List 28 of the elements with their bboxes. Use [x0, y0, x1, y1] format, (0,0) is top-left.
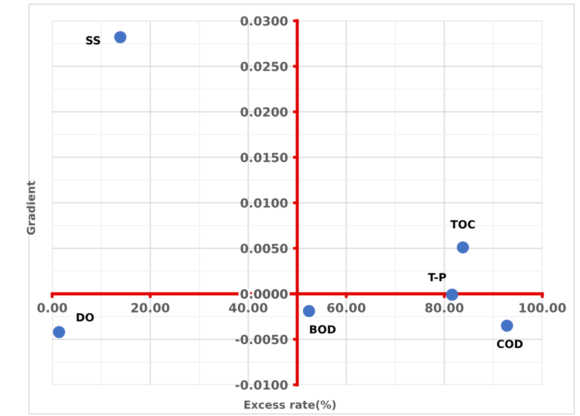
annotation: COD	[496, 340, 523, 348]
point	[456, 241, 469, 254]
point	[52, 326, 66, 338]
x-tick-label: 0.00	[37, 303, 68, 313]
y-tick-label: 0.0100	[240, 198, 288, 208]
x-tick-label: 20.00	[131, 303, 170, 313]
point	[446, 288, 458, 301]
point	[500, 320, 514, 332]
x-axis-title: Excess rate(%)	[244, 400, 336, 410]
y-tick-label: 0.0300	[240, 16, 288, 26]
point	[302, 305, 316, 318]
annotation: T-P	[428, 273, 446, 282]
annotation: DO	[76, 313, 94, 322]
x-tick-label: 100.00	[520, 303, 566, 313]
y-tick-label: 0.0200	[240, 107, 288, 117]
y-tick-label: 0.0250	[240, 62, 288, 72]
point	[114, 31, 126, 44]
x-tick-label: 40.00	[229, 303, 268, 313]
y-tick-label: -0.0050	[235, 334, 288, 344]
x-tick-label: 60.00	[327, 303, 366, 313]
annotation: BOD	[310, 325, 336, 334]
x-tick-label: 80.00	[425, 303, 464, 313]
y-axis-title: Gradient	[26, 180, 36, 235]
y-tick-label: 0.0150	[240, 152, 288, 162]
y-tick-label: 0.0050	[240, 244, 288, 254]
annotation: SS	[86, 36, 100, 45]
annotation: TOC	[450, 220, 475, 229]
y-tick-label: -0.0100	[235, 380, 288, 390]
